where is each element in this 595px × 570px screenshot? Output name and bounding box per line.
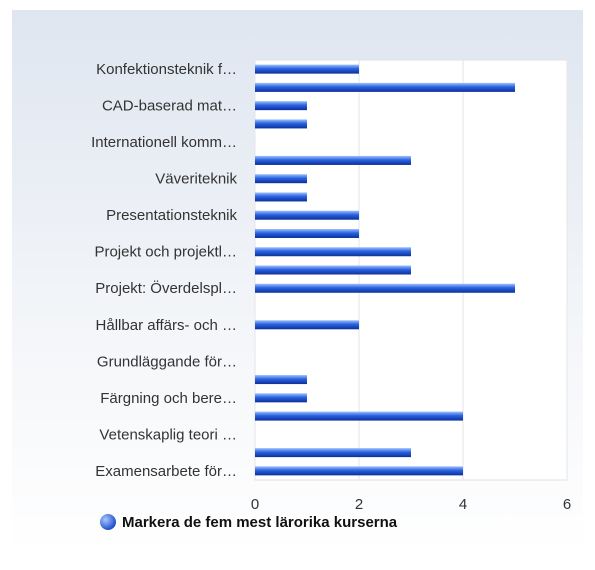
bar <box>255 155 411 165</box>
bar <box>255 64 359 74</box>
bar <box>255 448 411 458</box>
bar <box>255 210 359 220</box>
legend-swatch <box>100 514 116 530</box>
bar <box>255 101 307 111</box>
y-tick-label: Projekt och projektl… <box>94 244 237 261</box>
x-tick-label: 4 <box>459 496 467 513</box>
x-tick-label: 2 <box>355 496 363 513</box>
y-tick-label: Presentationsteknik <box>106 207 237 224</box>
bar <box>255 265 411 275</box>
bar <box>255 283 515 293</box>
x-tick-label: 6 <box>563 496 571 513</box>
y-tick-label: CAD-baserad mat… <box>102 98 237 115</box>
bar <box>255 82 515 92</box>
y-tick-label: Internationell komm… <box>91 134 237 151</box>
bar <box>255 411 463 421</box>
bar <box>255 228 359 238</box>
y-tick-label: Grundläggande för… <box>97 353 237 370</box>
bar <box>255 192 307 202</box>
y-tick-label: Väveriteknik <box>155 171 237 188</box>
y-tick-label: Hållbar affärs- och … <box>96 317 237 334</box>
legend-label: Markera de fem mest lärorika kurserna <box>122 514 398 531</box>
bar <box>255 466 463 476</box>
y-tick-label: Examensarbete för… <box>95 463 237 480</box>
bar <box>255 320 359 330</box>
y-tick-label: Projekt: Överdelspl… <box>95 279 237 297</box>
y-tick-label: Konfektionsteknik f… <box>96 61 237 78</box>
bar <box>255 393 307 403</box>
bar <box>255 375 307 385</box>
bar <box>255 247 411 257</box>
x-tick-label: 0 <box>251 496 259 513</box>
bar <box>255 119 307 129</box>
bar <box>255 174 307 184</box>
y-tick-label: Vetenskaplig teori … <box>99 426 237 443</box>
y-tick-label: Färgning och bere… <box>100 390 237 407</box>
